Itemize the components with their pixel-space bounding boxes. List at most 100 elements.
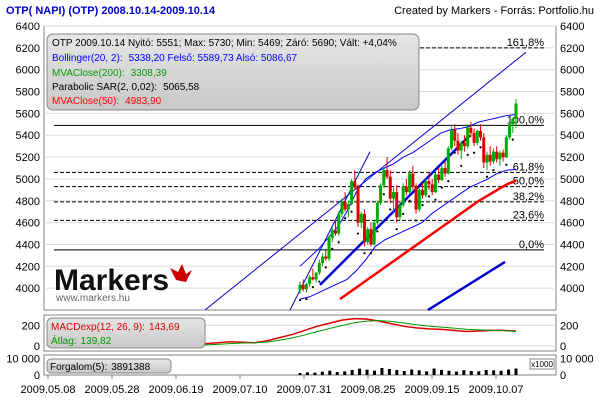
candle [298,281,302,294]
psar-dot [382,193,385,196]
psar-dot [440,186,443,189]
candle-body [350,181,354,205]
price-tick-right: 6200 [560,43,584,55]
candle-body [356,187,360,223]
candle [456,133,460,155]
candle-body [488,154,492,162]
volume-bar [484,370,488,375]
candle [337,211,341,236]
candle [327,235,331,261]
logo-mark-icon [170,264,192,282]
candle [375,200,379,225]
psar-dot [434,198,437,201]
bollinger-values: 5338,20 Felső: 5589,73 Alsó: 5086,67 [129,53,298,64]
chart-title: OTP( NAPI) (OTP) 2008.10.14-2009.10.14 [6,5,216,17]
candle [440,165,444,182]
volume-value: 3891388 [111,362,150,373]
candle-body [514,103,518,119]
volume-bar [402,371,406,375]
psar-dot [402,212,405,215]
price-tick-right: 6400 [560,21,584,33]
psar-dot [376,230,379,233]
volume-label: Forgalom(5): [50,362,107,373]
volume-bar [387,369,391,375]
psar-dot [305,297,308,301]
macd-tick-left: 0 [34,341,40,353]
candle-body [311,277,315,280]
volume-bar [454,371,458,375]
candle-body [440,168,444,181]
psar-dot [466,153,469,156]
candle [495,146,499,163]
candle-body [485,154,489,163]
psar-label: Parabolic SAR(2, 0,02): [52,82,157,93]
fib-label: 50,0% [513,176,544,188]
atlag-value: 139,82 [81,336,112,347]
candle-body [382,170,386,186]
svg-text:Forgalom(5):3891388: Forgalom(5): 3891388 [50,362,151,373]
psar-dot [427,195,431,198]
mva50-line [339,179,517,301]
price-tick-left: 4600 [16,218,40,230]
volume-bar [328,370,332,375]
volume-bar [320,371,324,375]
psar-dot [331,247,334,250]
candle [427,172,431,190]
candle-body [375,202,379,223]
macd-label: MACDexp(12, 26, 9): [51,322,145,333]
volume-bar [425,371,429,375]
psar-dot [498,171,501,174]
candle-body [446,148,450,174]
psar-dot [318,280,321,283]
candle-body [504,137,508,158]
candle [388,170,392,203]
candle-body [388,176,392,199]
psar-dot [460,164,463,167]
volume-tick-right: 10 000 [560,353,594,365]
x-tick-label: 2009.08.25 [340,384,395,396]
candle [321,253,325,267]
volume-bar [477,371,481,375]
price-tick-right: 5400 [560,130,584,142]
candle-body [459,142,463,151]
candle [372,220,376,246]
candle-body [498,152,502,160]
candle [433,172,437,194]
candle-body [401,186,405,206]
candle [424,178,428,198]
price-tick-left: 4000 [16,283,40,295]
volume-bar [335,372,339,375]
psar-dot [472,151,476,154]
psar-value: 5065,58 [163,82,200,93]
psar-dot [344,217,347,220]
candle-body [385,170,389,177]
macd-tick-right: 200 [560,320,578,332]
bollinger-lower-line [299,168,517,300]
candle-body [346,204,350,210]
price-tick-left: 4400 [16,239,40,251]
legend-bollinger: Bollinger(20, 2): 5338,20 Felső: 5589,73 … [52,53,297,64]
candle-body [475,130,479,143]
candle-body [501,152,505,158]
candle-body [337,213,341,234]
x-tick-label: 2009.05.28 [84,384,139,396]
price-tick-right: 5600 [560,108,584,120]
volume-bar [372,370,376,375]
candle-body [453,129,457,141]
volume-bar [313,372,317,375]
psar-dot [408,199,411,202]
candle [346,200,350,218]
price-tick-left: 5400 [16,130,40,142]
candle-body [495,151,499,160]
volume-bar [507,369,511,375]
legend-mva200: MVAClose(200): 3308,39 [52,68,167,79]
logo-url: www.markers.hu [55,293,130,304]
candle [414,183,418,214]
volume-bar [350,370,354,375]
candle [437,168,441,184]
psar-dot [505,163,508,166]
price-tick-left: 6400 [16,21,40,33]
candle-body [391,192,395,199]
volume-bar [298,373,302,375]
